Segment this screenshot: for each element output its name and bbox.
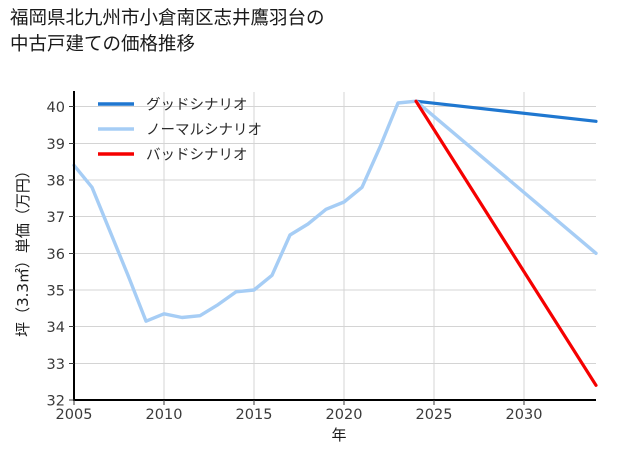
- y-tick-label: 35: [47, 284, 65, 300]
- y-axis-title: 坪（3.3㎡）単価（万円）: [14, 163, 32, 337]
- y-tick-label: 38: [47, 174, 65, 190]
- series-line: [72, 99, 598, 323]
- legend-label: グッドシナリオ: [146, 97, 248, 114]
- axis-ticks: [69, 106, 525, 405]
- legend-label: ノーマルシナリオ: [146, 123, 262, 139]
- y-tick-label: 37: [47, 210, 65, 226]
- y-tick-label: 40: [47, 100, 65, 116]
- y-tick-label: 33: [47, 357, 65, 373]
- y-tick-label: 34: [47, 320, 65, 336]
- legend-label: バッドシナリオ: [146, 148, 248, 164]
- x-tick-label: 2005: [56, 407, 93, 423]
- x-tick-label: 2010: [146, 407, 183, 423]
- chart-title: 福岡県北九州市小倉南区志井鷹羽台の 中古戸建ての価格推移: [10, 8, 325, 55]
- series-line: [414, 99, 598, 123]
- x-tick-label: 2025: [416, 407, 453, 423]
- y-tick-label: 36: [47, 247, 65, 263]
- y-tick-label: 32: [47, 394, 65, 410]
- series-line: [414, 99, 598, 387]
- axis-spines: [72, 91, 596, 402]
- x-tick-label: 2020: [326, 407, 363, 423]
- x-tick-label: 2030: [506, 407, 543, 423]
- y-tick-label: 39: [47, 137, 65, 153]
- series-lines: [72, 99, 598, 387]
- x-tick-label: 2015: [236, 407, 273, 423]
- y-axis-tick-labels: 32 33 34 35 36 37 38 39 40: [47, 100, 65, 409]
- x-axis-tick-labels: 2005 2010 2015 2020 2025 2030: [56, 407, 543, 423]
- x-axis-title: 年: [331, 426, 346, 444]
